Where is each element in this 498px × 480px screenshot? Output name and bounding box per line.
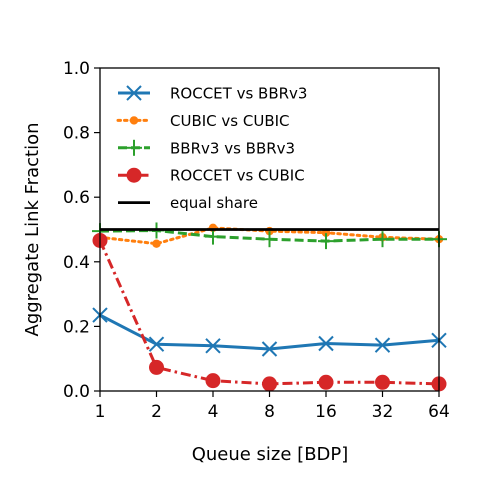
x-tick-label: 1 (95, 402, 106, 422)
y-tick-label: 0.8 (63, 124, 90, 144)
legend: ROCCET vs BBRv3 CUBIC vs CUBIC BBRv3 vs BB… (116, 85, 307, 212)
y-axis-label: Aggregate Link Fraction (22, 123, 43, 337)
legend-label: equal share (170, 194, 258, 212)
legend-entry: BBRv3 vs BBRv3 (118, 139, 295, 157)
data-point (205, 338, 221, 354)
x-tick-label: 8 (264, 402, 275, 422)
legend-entry: ROCCET vs CUBIC (118, 167, 305, 185)
data-point (205, 373, 221, 389)
y-tick-label: 0.0 (63, 382, 90, 402)
series-1 (92, 307, 447, 357)
x-tick-label: 64 (428, 402, 450, 422)
legend-marker (126, 167, 142, 183)
data-point (375, 374, 390, 390)
data-point (149, 359, 164, 375)
x-axis: 1 2 4 8 16 32 64 (95, 391, 450, 422)
data-point (262, 376, 277, 392)
series-4 (92, 232, 447, 392)
data-point (205, 228, 221, 245)
series-lines (92, 222, 447, 392)
data-point (148, 336, 165, 352)
data-point (374, 337, 391, 353)
legend-entry: CUBIC vs CUBIC (116, 112, 290, 130)
x-tick-label: 32 (372, 402, 394, 422)
series-line (98, 239, 440, 386)
data-point (152, 239, 161, 248)
data-point (261, 341, 278, 357)
data-point (318, 374, 334, 390)
series-3 (92, 222, 447, 250)
y-axis: 0.0 0.2 0.4 0.6 0.8 1.0 (63, 59, 100, 402)
data-point (318, 233, 334, 250)
x-tick-label: 2 (151, 402, 162, 422)
y-tick-label: 1.0 (63, 59, 90, 79)
y-tick-label: 0.2 (63, 317, 90, 337)
data-point (261, 231, 278, 248)
data-point (318, 335, 334, 352)
legend-entry: ROCCET vs BBRv3 (118, 85, 307, 103)
y-tick-label: 0.6 (63, 188, 90, 208)
legend-marker (129, 116, 139, 125)
legend-label: ROCCET vs CUBIC (170, 167, 305, 185)
legend-label: ROCCET vs BBRv3 (170, 85, 307, 103)
series-line (99, 313, 440, 351)
x-tick-label: 4 (208, 402, 219, 422)
legend-label: CUBIC vs CUBIC (170, 112, 290, 130)
x-axis-label: Queue size [BDP] (192, 444, 349, 465)
legend-entry: equal share (118, 194, 258, 212)
data-point (374, 231, 391, 248)
legend-label: BBRv3 vs BBRv3 (170, 139, 295, 157)
legend-marker (126, 85, 142, 101)
x-tick-label: 16 (315, 402, 337, 422)
legend-marker (126, 139, 142, 156)
y-tick-label: 0.4 (63, 253, 90, 273)
